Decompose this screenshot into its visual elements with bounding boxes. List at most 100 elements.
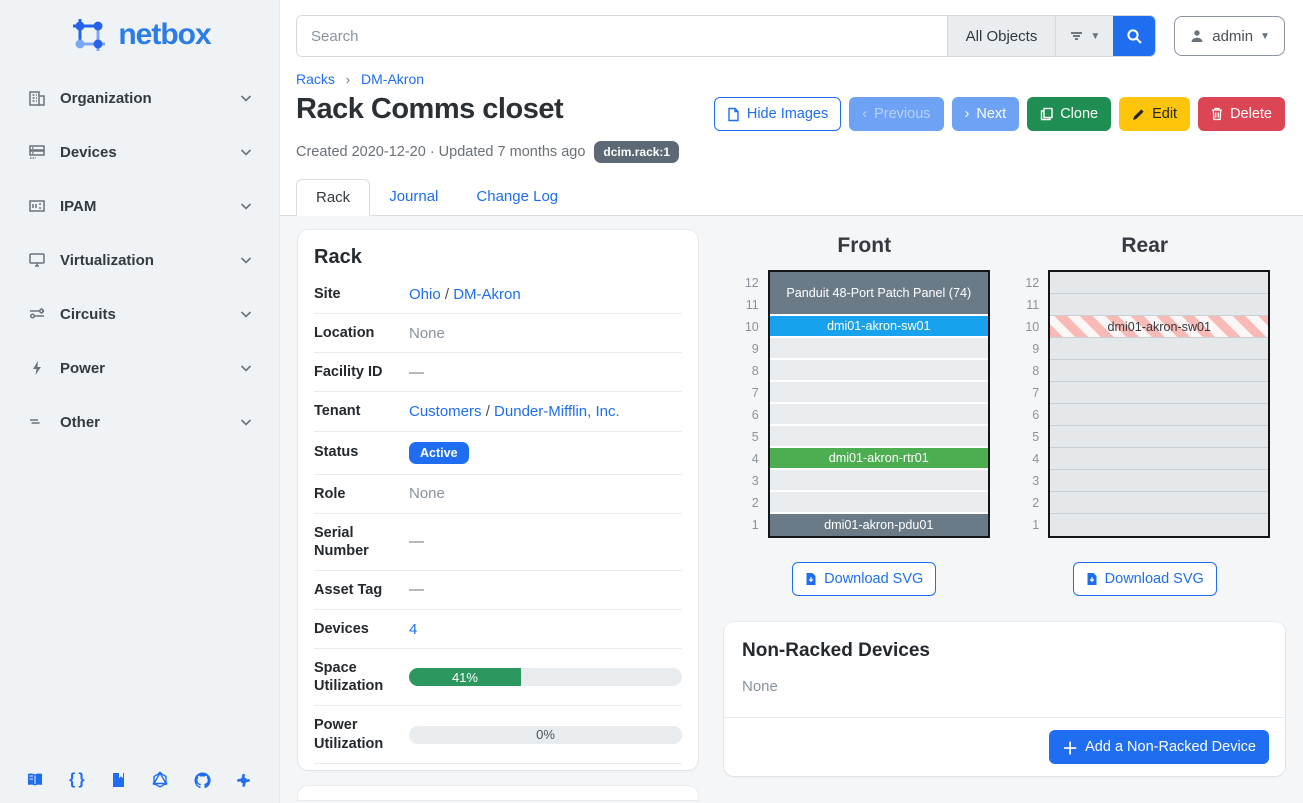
- next-button[interactable]: › Next: [951, 97, 1020, 131]
- tab-content: Rack Site Ohio / DM-Akron Location None: [280, 216, 1303, 803]
- space-utilization-bar: 41%: [409, 668, 682, 687]
- sidebar-item-other[interactable]: Other: [14, 402, 265, 442]
- unit-number: 8: [751, 364, 759, 378]
- graphql-icon[interactable]: [149, 769, 171, 791]
- rack-empty-slot[interactable]: [769, 404, 988, 426]
- unit-number: 11: [1026, 298, 1040, 312]
- topbar: All Objects ▼ admin ▼: [280, 0, 1303, 57]
- slack-icon[interactable]: [233, 769, 255, 791]
- sidebar: netbox Organization Devices: [0, 0, 280, 803]
- person-icon: [1189, 28, 1205, 44]
- rack-empty-slot[interactable]: [769, 338, 988, 360]
- role-row: Role None: [314, 475, 682, 514]
- front-rack-diagram: Panduit 48-Port Patch Panel (74) dmi01-ak…: [767, 270, 990, 538]
- site-link[interactable]: DM-Akron: [453, 285, 521, 303]
- tab-rack[interactable]: Rack: [296, 179, 371, 216]
- api-docs-icon[interactable]: [108, 769, 130, 791]
- sidebar-item-devices[interactable]: Devices: [14, 132, 265, 172]
- object-type-selector[interactable]: All Objects: [946, 16, 1056, 56]
- rack-empty-slot[interactable]: [1050, 360, 1269, 382]
- breadcrumb-site-link[interactable]: DM-Akron: [361, 71, 425, 87]
- rack-empty-slot[interactable]: [769, 426, 988, 448]
- tenant-group-link[interactable]: Customers: [409, 402, 482, 420]
- tab-journal[interactable]: Journal: [389, 188, 439, 205]
- unit-number: 5: [1032, 430, 1040, 444]
- unit-number: 9: [751, 342, 759, 356]
- front-unit-numbers: 12 11 10 9 8 7 6 5 4 3 2 1: [739, 270, 759, 536]
- front-download-svg-button[interactable]: Download SVG: [792, 562, 937, 596]
- sidebar-item-power[interactable]: Power: [14, 348, 265, 388]
- copy-icon: [1040, 107, 1053, 121]
- rack-device-slot[interactable]: dmi01-akron-pdu01: [769, 514, 988, 536]
- space-utilization-row: Space Utilization 41%: [314, 649, 682, 707]
- search-input[interactable]: [297, 16, 947, 56]
- caret-down-icon: ▼: [1090, 30, 1101, 42]
- search-filter-button[interactable]: ▼: [1055, 16, 1114, 56]
- search-submit-button[interactable]: [1113, 16, 1156, 56]
- chevron-left-icon: ‹: [862, 106, 868, 122]
- rear-elevation-title: Rear: [1121, 234, 1169, 257]
- unit-number: 2: [1032, 496, 1040, 510]
- unit-number: 6: [751, 408, 759, 422]
- unit-number: 10: [1025, 320, 1040, 334]
- rack-empty-slot[interactable]: [1050, 448, 1269, 470]
- clone-button[interactable]: Clone: [1027, 97, 1112, 131]
- rack-empty-slot[interactable]: [1050, 272, 1269, 294]
- sidebar-item-circuits[interactable]: Circuits: [14, 294, 265, 334]
- rack-empty-slot[interactable]: [769, 470, 988, 492]
- rack-device-slot[interactable]: dmi01-akron-sw01: [769, 316, 988, 338]
- site-row: Site Ohio / DM-Akron: [314, 275, 682, 315]
- sidebar-item-organization[interactable]: Organization: [14, 78, 265, 118]
- unit-number: 7: [751, 386, 759, 400]
- rear-rack-diagram: dmi01-akron-sw01: [1048, 270, 1271, 538]
- user-menu-button[interactable]: admin ▼: [1174, 16, 1285, 56]
- main-area: All Objects ▼ admin ▼ Racks › DM-Akron: [280, 0, 1303, 803]
- rack-device-slot[interactable]: Panduit 48-Port Patch Panel (74): [769, 272, 988, 316]
- rack-empty-slot[interactable]: [1050, 382, 1269, 404]
- rack-empty-slot[interactable]: [769, 382, 988, 404]
- rack-device-slot[interactable]: dmi01-akron-rtr01: [769, 448, 988, 470]
- unit-number: 12: [744, 276, 759, 290]
- previous-button[interactable]: ‹ Previous: [849, 97, 944, 131]
- rack-empty-slot[interactable]: [1050, 492, 1269, 514]
- site-region-link[interactable]: Ohio: [409, 285, 441, 303]
- unit-number: 12: [1025, 276, 1040, 290]
- sidebar-footer: { }: [0, 769, 279, 791]
- github-icon[interactable]: [191, 769, 213, 791]
- add-non-racked-device-button[interactable]: ＋ Add a Non-Racked Device: [1049, 730, 1269, 764]
- rack-empty-slot[interactable]: [1050, 294, 1269, 316]
- rack-empty-slot[interactable]: [769, 360, 988, 382]
- sidebar-item-ipam[interactable]: IPAM: [14, 186, 265, 226]
- netbox-logo[interactable]: netbox: [0, 0, 279, 78]
- delete-button[interactable]: Delete: [1198, 97, 1285, 131]
- tab-change-log[interactable]: Change Log: [476, 188, 559, 205]
- unit-number: 2: [751, 496, 759, 510]
- unit-number: 1: [1032, 518, 1040, 532]
- rack-device-slot[interactable]: dmi01-akron-sw01: [1050, 316, 1269, 338]
- edit-button[interactable]: Edit: [1119, 97, 1191, 131]
- object-actions: Hide Images ‹ Previous › Next Clone Edit: [713, 97, 1285, 131]
- rack-empty-slot[interactable]: [1050, 426, 1269, 448]
- devices-count-link[interactable]: 4: [409, 620, 418, 638]
- unit-number: 6: [1032, 408, 1040, 422]
- status-row: Status Active: [314, 432, 682, 475]
- sidebar-item-virtualization[interactable]: Virtualization: [14, 240, 265, 280]
- organization-icon: [26, 88, 48, 108]
- power-utilization-bar: 0%: [409, 725, 682, 744]
- api-braces-icon[interactable]: { }: [68, 771, 85, 788]
- rack-empty-slot[interactable]: [769, 492, 988, 514]
- tenant-link[interactable]: Dunder-Mifflin, Inc.: [494, 402, 620, 420]
- docs-book-icon[interactable]: [24, 769, 46, 791]
- hide-images-button[interactable]: Hide Images: [713, 97, 842, 131]
- rack-empty-slot[interactable]: [1050, 338, 1269, 360]
- other-icon: [26, 412, 48, 432]
- chevron-down-icon: [239, 91, 253, 105]
- rack-info-card: Rack Site Ohio / DM-Akron Location None: [298, 230, 698, 770]
- breadcrumb-racks-link[interactable]: Racks: [296, 71, 335, 87]
- rack-empty-slot[interactable]: [1050, 514, 1269, 536]
- space-utilization-fill: 41%: [409, 668, 521, 687]
- power-utilization-label: 0%: [536, 727, 555, 742]
- rack-empty-slot[interactable]: [1050, 470, 1269, 492]
- rear-download-svg-button[interactable]: Download SVG: [1072, 562, 1217, 596]
- rack-empty-slot[interactable]: [1050, 404, 1269, 426]
